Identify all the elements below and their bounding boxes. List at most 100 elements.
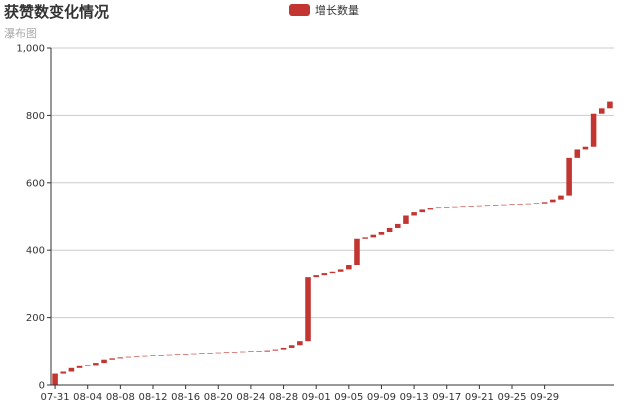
bars (52, 101, 613, 385)
bar (590, 113, 597, 147)
bar (443, 207, 450, 208)
x-tick-label: 09-13 (400, 392, 429, 403)
x-tick-label: 09-29 (530, 392, 559, 403)
bar (435, 207, 442, 209)
bar (256, 351, 262, 352)
chart-title: 获赞数变化情况 (4, 3, 110, 21)
bar (215, 352, 222, 354)
bar (297, 341, 303, 346)
bar (305, 277, 311, 342)
bar (93, 363, 99, 366)
bar (125, 356, 132, 358)
bar (411, 212, 417, 216)
bar (280, 347, 287, 350)
bar (419, 209, 426, 213)
bar (321, 273, 328, 276)
bar (386, 227, 393, 233)
bar (501, 204, 507, 206)
bar (191, 353, 197, 355)
bar (52, 373, 58, 385)
bar (346, 265, 352, 270)
bar (272, 349, 279, 351)
y-tick-label: 600 (26, 178, 45, 189)
bar (60, 371, 67, 374)
axes (47, 47, 614, 389)
bar (558, 195, 564, 200)
x-tick-label: 08-28 (269, 392, 298, 403)
bar (362, 237, 368, 239)
y-tick-label: 800 (26, 111, 45, 122)
x-tick-label: 07-31 (41, 392, 70, 403)
bar (484, 205, 491, 207)
bar (582, 146, 589, 150)
bar (370, 234, 377, 238)
x-tick-label: 08-04 (73, 392, 102, 403)
bar (76, 365, 83, 368)
bar (395, 223, 401, 228)
bar (533, 203, 540, 205)
bar (452, 206, 458, 208)
bar (566, 157, 572, 196)
x-tick-label: 09-25 (497, 392, 526, 403)
bar (223, 352, 230, 353)
bar (468, 206, 474, 207)
x-tick-label: 08-08 (106, 392, 135, 403)
bar (248, 351, 254, 352)
x-tick-label: 09-21 (465, 392, 494, 403)
bar (509, 204, 515, 206)
bar (598, 108, 605, 114)
bar (517, 204, 523, 205)
bar (460, 206, 466, 208)
bar (607, 101, 613, 109)
x-tick-label: 09-01 (302, 392, 331, 403)
bar (150, 355, 156, 357)
bar (239, 351, 246, 353)
bar (207, 353, 213, 354)
bar (337, 269, 344, 272)
tick-labels: 0 200 400 600 800 1,000 07-31 08-04 08-08 08-12 08… (16, 44, 559, 404)
bar (329, 271, 336, 274)
bar (525, 203, 532, 205)
legend-swatch (289, 4, 310, 16)
bar (133, 356, 140, 357)
x-tick-label: 09-05 (334, 392, 363, 403)
bar (158, 355, 164, 356)
bar (101, 359, 107, 364)
chart-subtitle: 瀑布图 (4, 27, 37, 40)
grid-lines (51, 47, 614, 319)
bar (574, 149, 581, 158)
bar (68, 367, 75, 372)
x-tick-label: 08-12 (138, 392, 167, 403)
x-tick-label: 09-17 (432, 392, 461, 403)
bar (313, 275, 319, 278)
bar (84, 365, 91, 366)
y-tick-label: 0 (39, 381, 45, 392)
y-tick-label: 1,000 (16, 44, 45, 55)
x-tick-label: 08-24 (236, 392, 265, 403)
bar (109, 358, 115, 360)
bar (492, 205, 499, 206)
x-tick-label: 08-20 (204, 392, 233, 403)
y-tick-label: 400 (26, 246, 45, 257)
bar (288, 345, 295, 348)
bar (550, 199, 556, 203)
bar (427, 208, 434, 210)
bar (403, 215, 409, 224)
bar (182, 354, 189, 355)
bar (354, 238, 360, 266)
x-tick-label: 09-09 (367, 392, 396, 403)
legend[interactable]: 增长数量 (289, 3, 359, 17)
bar (199, 353, 205, 354)
bar (231, 352, 238, 353)
y-tick-label: 200 (26, 313, 45, 324)
x-tick-label: 08-16 (171, 392, 200, 403)
bar (264, 350, 270, 352)
bar (142, 355, 148, 357)
bar (174, 354, 181, 356)
bar (117, 357, 124, 359)
legend-label: 增长数量 (315, 4, 359, 17)
bar (476, 205, 483, 207)
bar (166, 354, 173, 356)
bar (541, 202, 548, 204)
